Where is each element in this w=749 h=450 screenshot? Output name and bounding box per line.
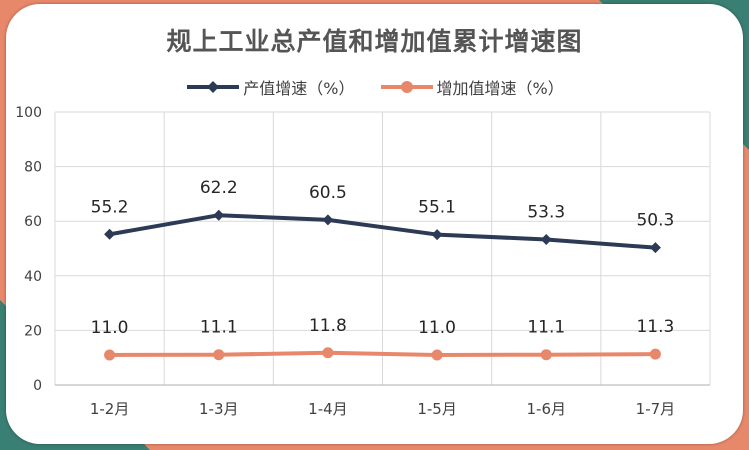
y-tick-label: 100 (15, 105, 42, 121)
x-tick-label: 1-5月 (417, 400, 457, 418)
data-label: 50.3 (636, 211, 674, 231)
chart-title: 规上工业总产值和增加值累计增速图 (166, 27, 583, 56)
data-point-circle (322, 347, 334, 359)
chart-card (6, 4, 743, 444)
series-line (107, 213, 658, 250)
legend-line-diamond-icon (187, 81, 240, 93)
x-tick-label: 1-3月 (199, 400, 239, 418)
data-label: 55.2 (91, 197, 129, 217)
x-tick-label: 1-6月 (527, 400, 567, 418)
data-point-diamond (213, 209, 225, 221)
series-line (107, 350, 658, 357)
y-tick-label: 40 (24, 269, 42, 285)
data-label: 55.1 (418, 198, 456, 218)
data-point-diamond (322, 214, 334, 226)
data-point-circle (540, 349, 552, 361)
data-label: 11.8 (309, 316, 347, 336)
data-point-circle (649, 348, 661, 360)
y-tick-label: 20 (24, 323, 42, 339)
data-label: 11.1 (200, 318, 238, 338)
data-label: 62.2 (200, 178, 238, 198)
data-label: 11.1 (527, 318, 565, 338)
legend-label-output-growth: 产值增速（%） (243, 79, 355, 98)
legend-item-output-growth: 产值增速（%） (185, 75, 355, 99)
data-point-circle (431, 349, 443, 361)
data-point-diamond (431, 229, 443, 241)
data-label: 11.3 (636, 317, 674, 337)
data-point-diamond (104, 228, 116, 240)
data-point-diamond (540, 233, 552, 245)
data-point-circle (213, 349, 225, 361)
x-tick-label: 1-2月 (90, 400, 130, 418)
y-tick-label: 0 (33, 378, 42, 394)
legend-label-value-added-growth: 增加值增速（%） (436, 79, 564, 98)
data-label: 60.5 (309, 183, 347, 203)
data-point-diamond (649, 242, 661, 254)
x-tick-label: 1-4月 (308, 400, 348, 418)
legend-item-value-added-growth: 增加值增速（%） (379, 75, 564, 99)
data-label: 53.3 (527, 202, 565, 222)
x-tick-label: 1-7月 (636, 400, 676, 418)
legend: 产值增速（%） 增加值增速（%） (0, 75, 749, 99)
legend-line-circle-icon (380, 81, 433, 93)
data-label: 11.0 (418, 318, 456, 338)
data-point-circle (104, 349, 116, 361)
y-tick-label: 60 (24, 214, 42, 230)
y-tick-label: 80 (24, 160, 42, 176)
data-label: 11.0 (91, 318, 129, 338)
